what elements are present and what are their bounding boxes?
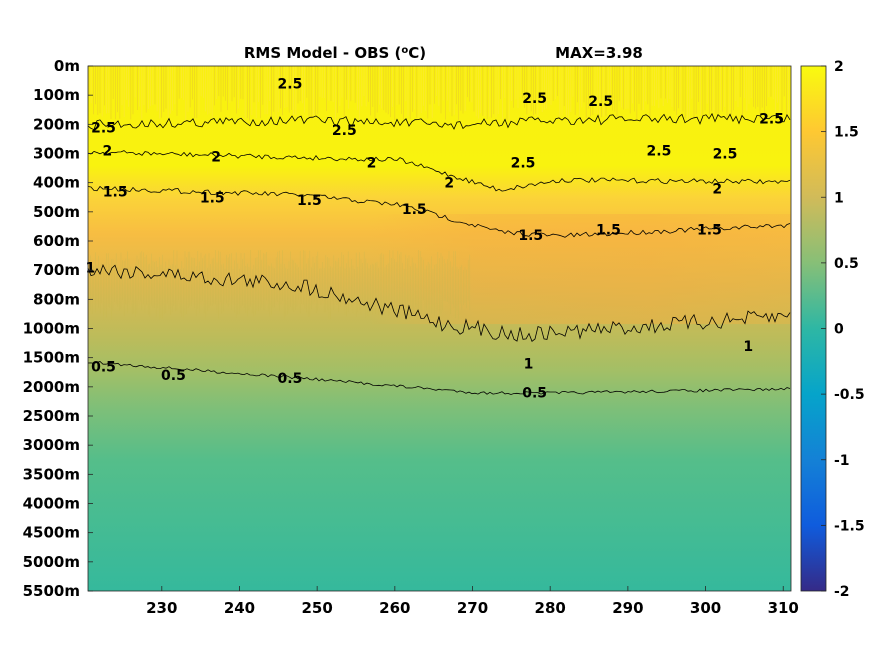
y-tick-label: 400m bbox=[33, 174, 80, 192]
contour-label: 2 bbox=[211, 149, 221, 165]
colorbar-tick-label: -1 bbox=[834, 453, 850, 469]
colorbar: 2 1.5 1 0.5 0 -0.5 -1 -1.5 -2 bbox=[800, 59, 865, 600]
y-tick-label: 2000m bbox=[23, 378, 80, 396]
colorbar-tick-label: 1.5 bbox=[834, 125, 859, 141]
y-tick-label: 100m bbox=[33, 86, 80, 104]
y-tick-label: 1000m bbox=[23, 320, 80, 338]
y-tick-label: 2500m bbox=[23, 407, 80, 425]
contour-line bbox=[87, 263, 791, 342]
contour-label: 2.5 bbox=[588, 94, 613, 110]
contour-line bbox=[87, 361, 791, 395]
contour-label: 2 bbox=[367, 155, 377, 171]
contour-label: 0.5 bbox=[522, 386, 547, 402]
x-tick-label: 260 bbox=[379, 599, 410, 617]
colorbar-tick-label: 2 bbox=[834, 59, 844, 75]
heatmap-field bbox=[88, 66, 791, 591]
y-tick-label: 300m bbox=[33, 145, 80, 163]
contour-line bbox=[87, 112, 791, 131]
chart-title: RMS Model - OBS (oC) bbox=[244, 44, 426, 62]
x-tick-label: 280 bbox=[535, 599, 566, 617]
y-tick-label: 3500m bbox=[23, 465, 80, 483]
contour-label: 1.5 bbox=[697, 222, 722, 238]
y-tick-label: 600m bbox=[33, 232, 80, 250]
contour-label: 2.5 bbox=[332, 123, 357, 139]
contour-label: 0.5 bbox=[161, 368, 186, 384]
x-tick-label: 300 bbox=[690, 599, 721, 617]
colorbar-tick-label: -1.5 bbox=[834, 518, 865, 534]
y-tick-label: 700m bbox=[33, 261, 80, 279]
contour-label: 1.5 bbox=[103, 184, 128, 200]
colorbar-tick-label: -0.5 bbox=[834, 387, 865, 403]
x-tick-label: 240 bbox=[224, 599, 255, 617]
contour-label: 1 bbox=[743, 339, 753, 355]
contour-label: 2.5 bbox=[713, 147, 738, 163]
y-tick-label: 1500m bbox=[23, 349, 80, 367]
contour-label: 2.5 bbox=[91, 120, 116, 136]
contour-label: 1.5 bbox=[596, 222, 621, 238]
colorbar-tick-label: 0.5 bbox=[834, 256, 859, 272]
y-tick-label: 800m bbox=[33, 290, 80, 308]
x-axis: 230 240 250 260 270 280 290 300 310 bbox=[146, 586, 799, 617]
contour-line bbox=[87, 185, 791, 238]
y-tick-label: 5000m bbox=[23, 553, 80, 571]
y-tick-label: 5500m bbox=[23, 582, 80, 600]
y-tick-label: 3000m bbox=[23, 436, 80, 454]
contour-line bbox=[87, 150, 791, 192]
colorbar-tick-label: 0 bbox=[834, 322, 844, 338]
x-tick-label: 250 bbox=[301, 599, 332, 617]
contour-labels: 2.5 2.5 2.5 2.5 2.5 2.5 2.5 2.5 2.5 2 2 2 2 2 1.5 1.5 1.… bbox=[85, 77, 784, 402]
contour-label: 0.5 bbox=[278, 371, 303, 387]
contour-label: 2.5 bbox=[511, 155, 536, 171]
contour-label: 2.5 bbox=[522, 91, 547, 107]
y-tick-label: 4500m bbox=[23, 524, 80, 542]
contour-label: 1 bbox=[85, 260, 95, 276]
contour-label: 2.5 bbox=[647, 144, 672, 160]
y-tick-label: 0m bbox=[54, 57, 80, 75]
contour-label: 1.5 bbox=[200, 190, 225, 206]
contour-label: 2.5 bbox=[278, 77, 303, 93]
max-label: MAX=3.98 bbox=[555, 44, 643, 62]
contour-label: 0.5 bbox=[91, 359, 116, 375]
heatmap-noise bbox=[88, 66, 792, 320]
heatmap-plot: 2.5 2.5 2.5 2.5 2.5 2.5 2.5 2.5 2.5 2 2 2 2 2 1.5 1.5 1.… bbox=[85, 65, 792, 592]
contour-label: 1.5 bbox=[402, 202, 427, 218]
contour-label: 2 bbox=[712, 182, 722, 198]
colorbar-ticks: 2 1.5 1 0.5 0 -0.5 -1 -1.5 -2 bbox=[821, 59, 865, 600]
contour-label: 2.5 bbox=[759, 112, 784, 128]
colorbar-tick-label: 1 bbox=[834, 190, 844, 206]
x-tick-label: 270 bbox=[457, 599, 488, 617]
contour-label: 2 bbox=[103, 144, 113, 160]
y-tick-label: 4000m bbox=[23, 495, 80, 513]
x-tick-label: 290 bbox=[612, 599, 643, 617]
x-tick-label: 310 bbox=[768, 599, 799, 617]
colorbar-tick-label: -2 bbox=[834, 584, 850, 600]
contour-label: 1.5 bbox=[297, 193, 322, 209]
contour-label: 1.5 bbox=[518, 228, 543, 244]
contour-label: 2 bbox=[444, 176, 454, 192]
y-tick-label: 500m bbox=[33, 203, 80, 221]
contour-label: 1 bbox=[524, 357, 534, 373]
contour-lines bbox=[87, 112, 791, 395]
y-tick-label: 200m bbox=[33, 115, 80, 133]
y-axis: 0m 100m 200m 300m 400m 500m 600m 700m 800m 1000m 1… bbox=[23, 57, 93, 600]
x-tick-label: 230 bbox=[146, 599, 177, 617]
